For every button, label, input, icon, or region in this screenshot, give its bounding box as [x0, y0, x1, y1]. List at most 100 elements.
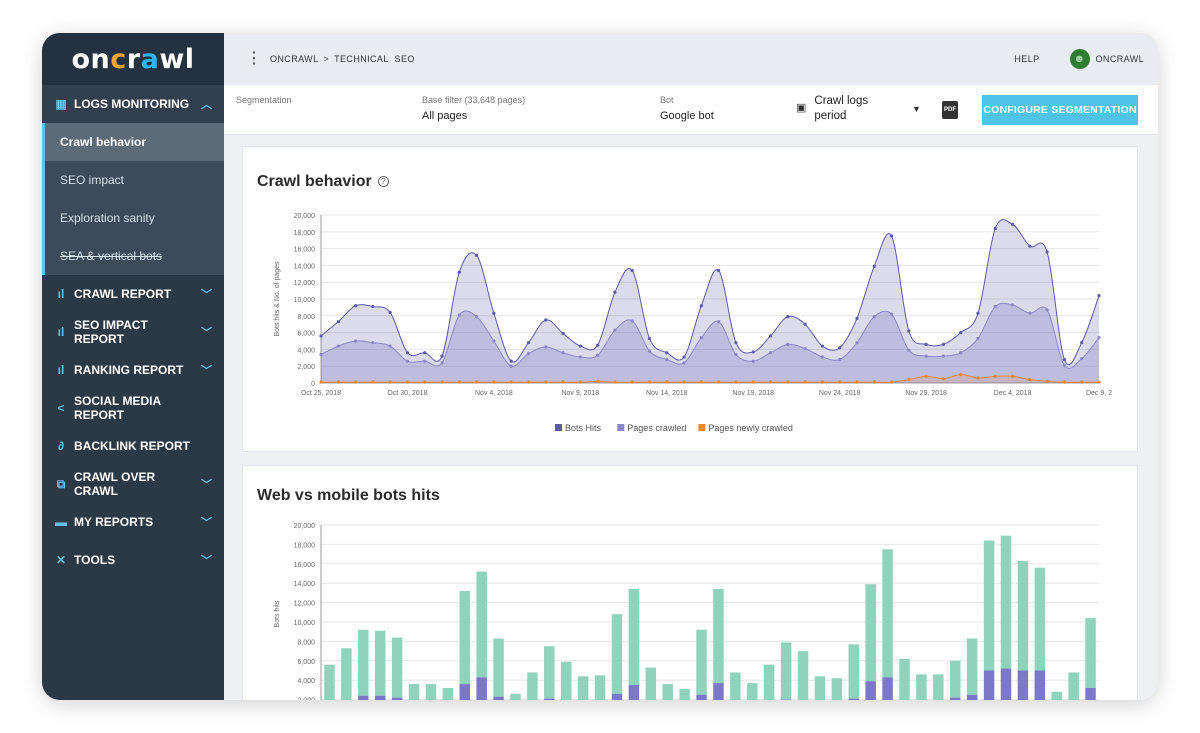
- sidebar-subitem-sea-vertical-bots[interactable]: SEA & vertical bots: [42, 237, 224, 275]
- help-link[interactable]: HELP: [1014, 54, 1040, 64]
- y-tick-label: 10,000: [294, 297, 316, 304]
- sidebar-item-social-media-report[interactable]: < SOCIAL MEDIA REPORT: [42, 389, 224, 427]
- data-point: [941, 377, 946, 381]
- data-point: [492, 311, 496, 315]
- data-point: [768, 351, 773, 355]
- crawl-behavior-panel: Crawl behavior? 0 2,000 4,000 6,000 8,000 10,…: [242, 146, 1138, 452]
- data-point: [682, 355, 686, 359]
- sidebar-subitem-crawl-behavior[interactable]: Crawl behavior: [42, 123, 224, 161]
- data-point: [734, 341, 738, 345]
- data-point: [544, 345, 548, 349]
- x-tick-label: Oct 30, 2018: [387, 390, 427, 397]
- data-point: [682, 361, 686, 365]
- breadcrumb-item-seo[interactable]: SEO: [394, 54, 415, 64]
- bar-segment-upper: [1085, 618, 1096, 688]
- data-point: [1062, 380, 1067, 384]
- data-point: [1045, 308, 1049, 312]
- y-axis-label: Bots hits & No. of pages: [274, 261, 281, 337]
- period-value: Crawl logs period: [814, 94, 868, 124]
- data-point: [993, 226, 997, 231]
- bar-segment-lower: [1000, 668, 1012, 700]
- x-tick-label: Nov 9, 2018: [561, 390, 599, 397]
- sidebar-subitem-exploration-sanity[interactable]: Exploration sanity: [42, 199, 224, 237]
- data-point: [578, 380, 582, 384]
- y-tick-label: 14,000: [294, 263, 316, 270]
- data-point: [768, 380, 773, 384]
- sidebar-item-logs-monitoring[interactable]: ▦ LOGS MONITORING ︿: [42, 85, 224, 123]
- data-point: [1062, 363, 1067, 367]
- sidebar-subitem-seo-impact[interactable]: SEO impact: [42, 161, 224, 199]
- sidebar-item-label: SEO IMPACT REPORT: [74, 318, 148, 346]
- data-point: [820, 380, 824, 384]
- bar-segment-upper: [594, 675, 606, 700]
- chart-title: Crawl behavior: [257, 173, 372, 190]
- data-point: [475, 315, 479, 319]
- bar-segment-upper: [1068, 672, 1079, 700]
- bar-segment-upper: [763, 664, 775, 700]
- bar-segment-lower: [544, 698, 555, 700]
- bar-segment-upper: [358, 629, 369, 696]
- period-line-2: period: [814, 110, 847, 122]
- y-tick-label: 6,000: [297, 659, 315, 666]
- breadcrumb: ONCRAWL > TECHNICAL SEO: [270, 54, 415, 64]
- data-point: [1080, 380, 1084, 384]
- bar-segment-upper: [662, 684, 673, 700]
- bar-segment-lower: [1034, 670, 1046, 700]
- sidebar-item-seo-impact-report[interactable]: ıl SEO IMPACT REPORT ﹀: [42, 313, 224, 351]
- bar-segment-upper: [577, 676, 589, 700]
- y-tick-label: 0: [311, 381, 315, 388]
- sidebar: oncrawl ▦ LOGS MONITORING ︿ Crawl behavi…: [42, 33, 224, 700]
- y-tick-label: 12,000: [294, 280, 316, 287]
- sidebar-item-crawl-report[interactable]: ıl CRAWL REPORT ﹀: [42, 275, 224, 313]
- bar-segment-upper: [560, 661, 572, 700]
- caret-down-icon[interactable]: ▼: [912, 104, 921, 114]
- data-point: [457, 270, 461, 274]
- help-circle-icon[interactable]: ?: [377, 176, 389, 188]
- user-menu[interactable]: ☻ ONCRAWL: [1069, 49, 1144, 69]
- bar-segment-upper: [510, 693, 521, 700]
- y-tick-label: 18,000: [294, 230, 316, 237]
- sidebar-item-my-reports[interactable]: ▬ MY REPORTS ﹀: [42, 503, 224, 541]
- logo[interactable]: oncrawl: [42, 33, 224, 85]
- data-point: [405, 351, 410, 355]
- breadcrumb-item-technical[interactable]: TECHNICAL: [334, 54, 389, 64]
- segmentation-label: Segmentation: [236, 95, 292, 105]
- bar-segment-upper: [966, 638, 978, 695]
- y-tick-label: 10,000: [294, 620, 316, 627]
- data-point: [699, 336, 703, 340]
- data-point: [613, 290, 617, 294]
- period-line-1: Crawl logs: [814, 95, 869, 107]
- kebab-menu-icon[interactable]: ⋮: [246, 50, 262, 67]
- legend-label: Bots Hits: [565, 423, 602, 433]
- base-filter-select[interactable]: Base filter (33,648 pages) All pages: [422, 95, 525, 122]
- segmentation-select[interactable]: Segmentation: [236, 95, 292, 105]
- bar-segment-upper: [1034, 567, 1046, 671]
- data-point: [423, 380, 427, 384]
- y-tick-label: 6,000: [297, 331, 315, 338]
- data-point: [820, 344, 824, 348]
- data-point: [1010, 222, 1015, 226]
- data-point: [820, 355, 824, 359]
- bar-segment-upper: [459, 590, 471, 685]
- bot-select[interactable]: Bot Google bot: [660, 95, 714, 122]
- data-point: [907, 348, 911, 352]
- sidebar-item-label: BACKLINK REPORT: [74, 439, 190, 453]
- sidebar-item-crawl-over-crawl[interactable]: ⧉ CRAWL OVER CRAWL ﹀: [42, 465, 224, 503]
- pdf-export-icon[interactable]: PDF: [942, 101, 958, 119]
- bar-segment-upper: [899, 658, 910, 700]
- data-point: [613, 380, 617, 384]
- sidebar-item-tools[interactable]: ✕ TOOLS ﹀: [42, 541, 224, 579]
- data-point: [751, 380, 755, 384]
- sidebar-item-backlink-report[interactable]: ∂ BACKLINK REPORT: [42, 427, 224, 465]
- data-point: [353, 339, 358, 343]
- breadcrumb-item-oncrawl[interactable]: ONCRAWL: [270, 54, 319, 64]
- configure-segmentation-button[interactable]: CONFIGURE SEGMENTATION: [982, 95, 1138, 125]
- crawl-behavior-chart[interactable]: 0 2,000 4,000 6,000 8,000 10,000 12,000 14,000 1…: [243, 147, 1139, 453]
- data-point: [440, 380, 444, 384]
- sidebar-item-ranking-report[interactable]: ıl RANKING REPORT ﹀: [42, 351, 224, 389]
- web-vs-mobile-chart[interactable]: 2,000 4,000 6,000 8,000 10,000 12,000 14,000 16…: [243, 466, 1139, 700]
- data-point: [682, 380, 686, 384]
- period-select[interactable]: ▣ Crawl logs period: [796, 94, 868, 124]
- bar-segment-lower: [628, 685, 640, 700]
- data-point: [457, 380, 461, 384]
